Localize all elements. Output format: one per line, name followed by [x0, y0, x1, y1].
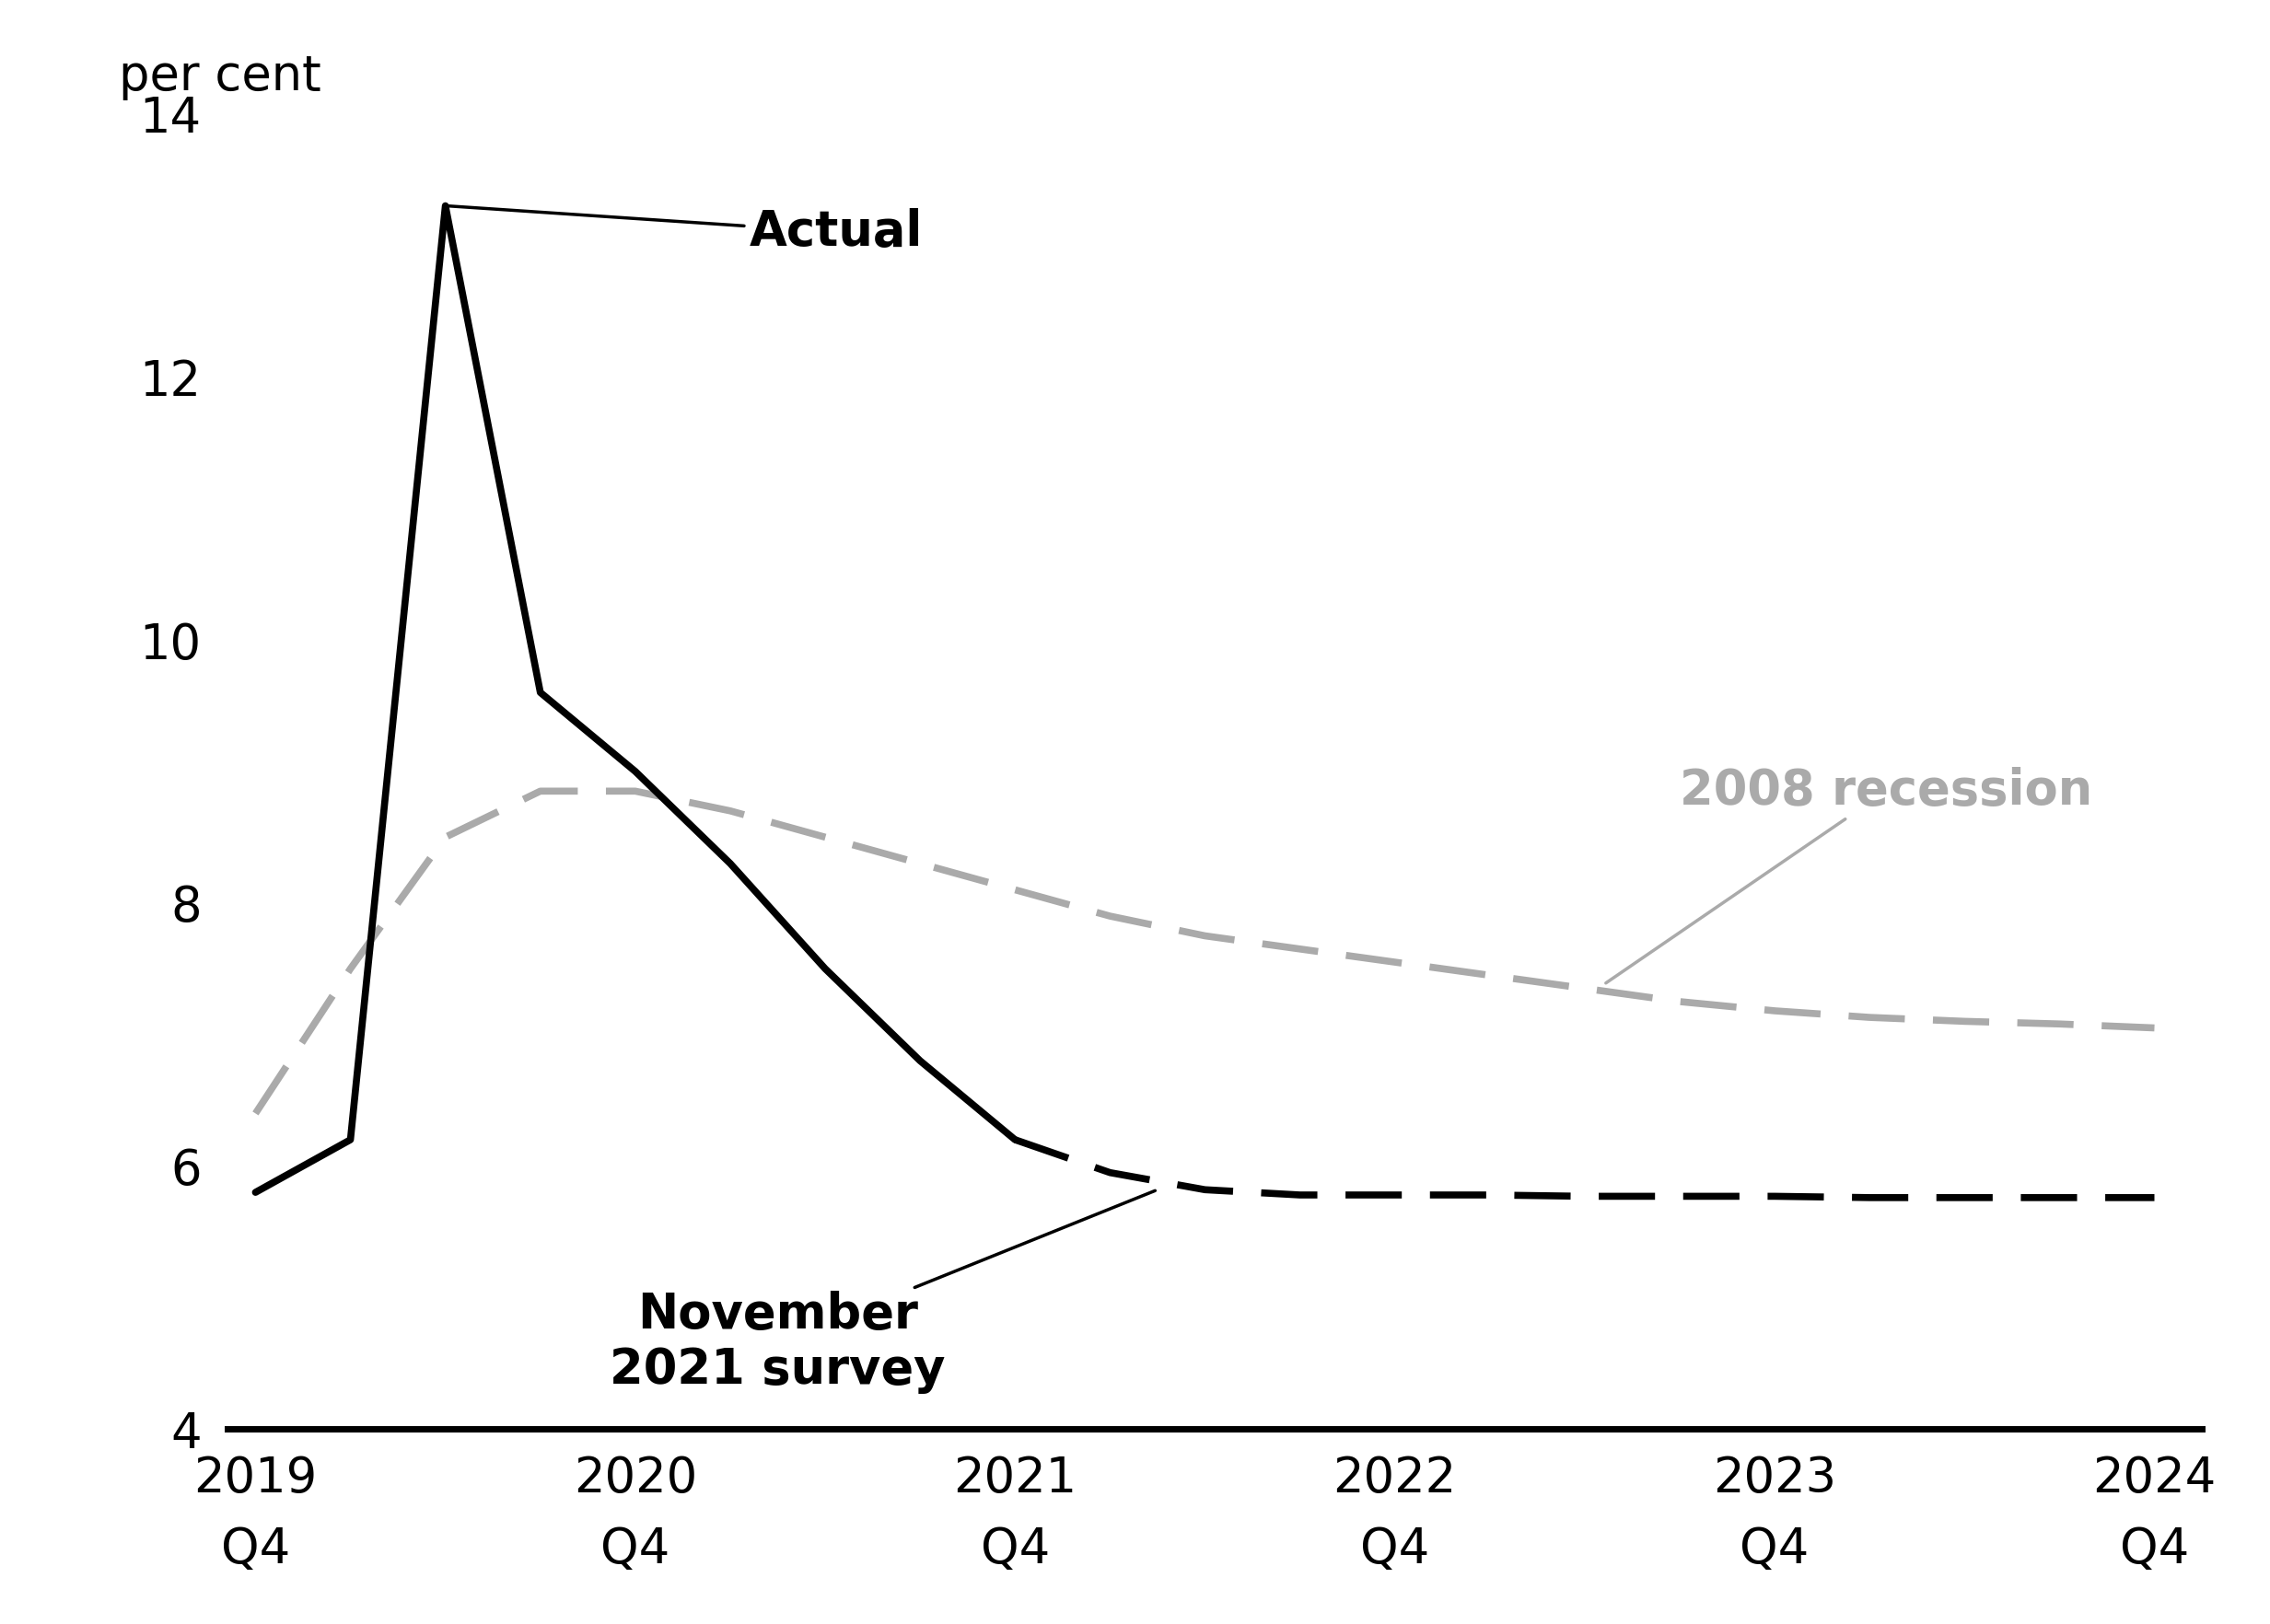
Text: Actual: Actual	[447, 206, 922, 257]
Text: 2008 recession: 2008 recession	[1605, 767, 2093, 983]
Text: per cent: per cent	[118, 52, 320, 101]
Text: November
2021 survey: November 2021 survey	[611, 1190, 1155, 1395]
